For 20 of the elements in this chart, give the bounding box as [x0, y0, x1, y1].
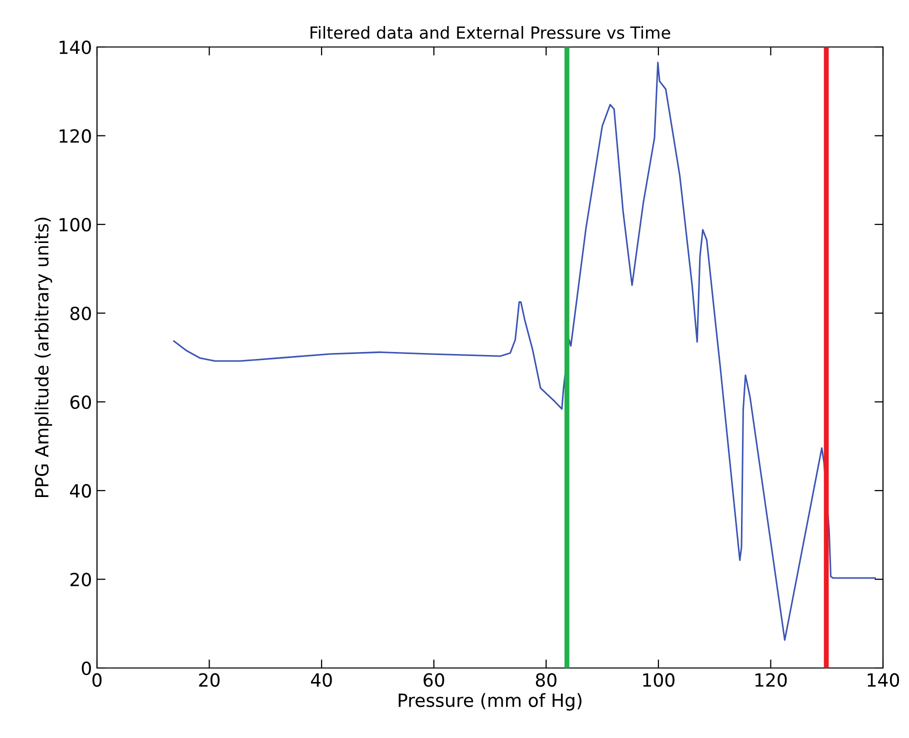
x-tick-label: 60: [424, 673, 444, 687]
x-tick-label: 80: [536, 673, 556, 687]
x-tick-label: 100: [643, 673, 674, 687]
y-axis-title: PPG Amplitude (arbitrary units): [34, 218, 52, 498]
y-tick-label: 40: [70, 484, 91, 498]
y-tick-label: 140: [60, 40, 91, 54]
x-tick-label: 140: [868, 673, 900, 687]
x-axis-title: Pressure (mm of Hg): [398, 693, 582, 711]
y-tick-label: 60: [70, 395, 91, 409]
y-tick-label: 0: [82, 661, 91, 676]
x-tick-label: 20: [199, 673, 220, 687]
line-series: [173, 62, 876, 641]
y-tick-label: 80: [70, 306, 91, 320]
y-tick-label: 120: [60, 129, 91, 143]
chart-title: Filtered data and External Pressure vs Time: [310, 26, 670, 39]
x-tick-label: 0: [92, 673, 102, 687]
x-tick-label: 40: [310, 673, 332, 687]
y-tick-label: 100: [60, 218, 91, 232]
x-tick-label: 120: [755, 673, 787, 687]
y-tick-label: 20: [70, 572, 91, 586]
